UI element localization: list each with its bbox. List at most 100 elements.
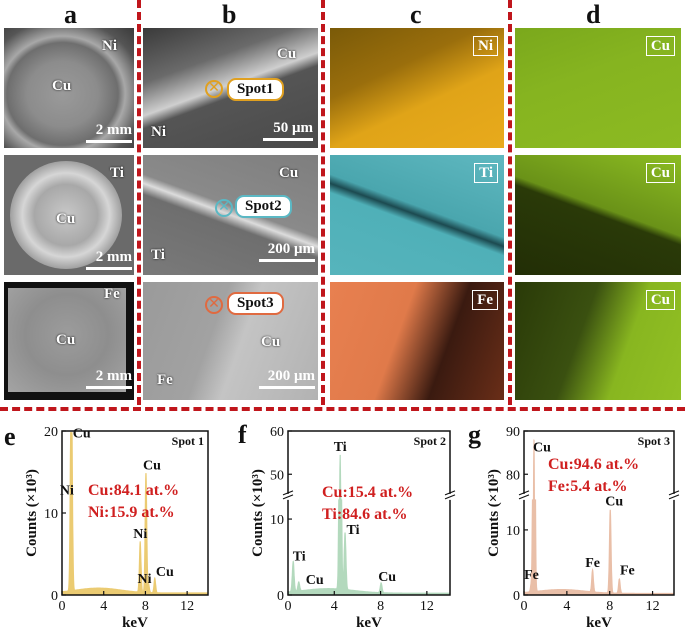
panel-letter-g: g: [468, 420, 481, 449]
eds-spectrum-e: 0 4 8 12 0 10 20 keV Counts (×10³) Spot 1 Cu:84.1 …: [24, 425, 209, 631]
x-axis-label: keV: [122, 615, 148, 631]
divider-horizontal: [0, 407, 685, 411]
scale-bar: 50 μm: [263, 120, 313, 141]
y-tick-label: 60: [270, 425, 284, 440]
scale-bar: 2 mm: [86, 368, 132, 389]
y-tick-label: 0: [51, 589, 58, 604]
element-label: Ti: [151, 247, 165, 263]
peak-label: Fe: [585, 556, 600, 571]
peak-label: Ti: [293, 550, 306, 565]
spot-label: Spot2: [235, 195, 292, 218]
eds-map-ni: Ni: [330, 28, 504, 148]
peak-label: Ti: [347, 523, 360, 538]
peak-label: Ni: [138, 572, 152, 587]
sem-image-ti-cu: Cu Ti ✕ Spot2 200 μm: [143, 155, 318, 275]
spectrum-area: [287, 454, 451, 596]
spot-marker-icon: ✕: [205, 296, 223, 314]
sem-image-fe-cu: Cu Fe ✕ Spot3 200 μm: [143, 282, 318, 400]
x-tick-label: 0: [59, 599, 66, 614]
map-badge: Cu: [645, 163, 675, 183]
element-label: Fe: [104, 286, 120, 302]
eds-map-ti: Ti: [330, 155, 504, 275]
y-tick-label: 0: [277, 589, 284, 604]
y-axis-label: Counts (×10³): [24, 469, 40, 557]
composition-text: Cu:94.6 at.%: [548, 456, 639, 473]
x-tick-label: 4: [331, 599, 338, 614]
map-badge: Cu: [645, 290, 675, 310]
element-label: Cu: [279, 165, 299, 181]
element-label: Fe: [157, 372, 173, 388]
peak-label: Cu: [605, 495, 623, 510]
divider-cd: [508, 0, 512, 405]
peak-label: Cu: [143, 458, 161, 473]
sem-image-ni-cu: Cu Ni ✕ Spot1 50 μm: [143, 28, 318, 148]
x-axis-label: keV: [356, 615, 382, 631]
y-tick-label: 20: [44, 425, 58, 440]
spot-title: Spot 3: [638, 434, 670, 448]
x-tick-label: 8: [606, 599, 613, 614]
composition-text: Cu:84.1 at.%: [88, 482, 179, 499]
y-tick-label: 10: [506, 524, 520, 539]
plot-frame: [287, 430, 451, 596]
y-tick-label: 10: [270, 513, 284, 528]
peak-label: Ni: [60, 483, 74, 498]
eds-map-cu-2: Cu: [515, 155, 681, 275]
eds-map-cu-1: Cu: [515, 28, 681, 148]
map-badge: Ni: [473, 36, 498, 56]
peak-label: Cu: [533, 441, 551, 456]
column-label-a: a: [64, 0, 77, 29]
composition-text: Fe:5.4 at.%: [548, 478, 628, 495]
spot-title: Spot 2: [414, 434, 446, 448]
axis-break-mark: [668, 490, 680, 500]
axis-break-mark: [518, 490, 530, 500]
map-badge: Cu: [645, 36, 675, 56]
element-label: Ni: [102, 38, 117, 54]
x-axis-label: keV: [586, 615, 612, 631]
macro-image-fe: Fe Cu 2 mm: [4, 282, 134, 400]
peak-label: Fe: [524, 568, 539, 583]
element-label: Ni: [151, 124, 166, 140]
peak-label: Cu: [306, 573, 324, 588]
element-label: Cu: [52, 78, 72, 94]
eds-spectrum-g: 0 4 8 12 0 10 80 90 keV Counts (×10³) Spot 3 Cu:94.…: [486, 425, 680, 631]
spot-marker-icon: ✕: [205, 80, 223, 98]
composition-text: Ti:84.6 at.%: [322, 506, 407, 523]
element-label: Cu: [277, 46, 297, 62]
composition-text: Ni:15.9 at.%: [88, 504, 175, 521]
divider-bc: [321, 0, 325, 405]
divider-ab: [137, 0, 141, 405]
y-tick-label: 90: [506, 425, 520, 440]
peak-label: Ni: [133, 527, 147, 542]
axis-break-mark: [282, 490, 294, 500]
eds-spectrum-f: 0 4 8 12 0 10 50 60 keV Counts (×10³) Spot 2 Cu:15.…: [250, 425, 456, 631]
x-tick-label: 12: [646, 599, 660, 614]
spot-label: Spot3: [227, 292, 284, 315]
y-tick-label: 0: [513, 589, 520, 604]
x-tick-label: 12: [420, 599, 434, 614]
plot-frame: [523, 430, 675, 596]
peak-label: Cu: [378, 570, 396, 585]
spot-title: Spot 1: [172, 434, 204, 448]
column-label-d: d: [586, 0, 601, 29]
panel-letter-f: f: [238, 420, 247, 449]
scale-bar: 200 μm: [259, 368, 315, 389]
y-axis-label: Counts (×10³): [250, 469, 266, 557]
eds-map-fe: Fe: [330, 282, 504, 400]
column-label-b: b: [222, 0, 237, 29]
spectrum-area: [523, 439, 675, 596]
x-tick-label: 0: [521, 599, 528, 614]
axis-break-mark: [444, 490, 456, 500]
panel-letter-e: e: [4, 422, 16, 451]
peak-label: Fe: [620, 564, 635, 579]
y-tick-label: 10: [44, 507, 58, 522]
y-tick-label: 50: [270, 468, 284, 483]
peak-label: Ti: [334, 440, 347, 455]
x-tick-label: 4: [563, 599, 570, 614]
composition-text: Cu:15.4 at.%: [322, 484, 413, 501]
y-axis-label: Counts (×10³): [486, 469, 502, 557]
x-tick-label: 0: [285, 599, 292, 614]
x-tick-label: 8: [142, 599, 149, 614]
scale-bar: 200 μm: [259, 241, 315, 262]
peak-label: Cu: [73, 426, 91, 441]
peak-label: Cu: [156, 565, 174, 580]
